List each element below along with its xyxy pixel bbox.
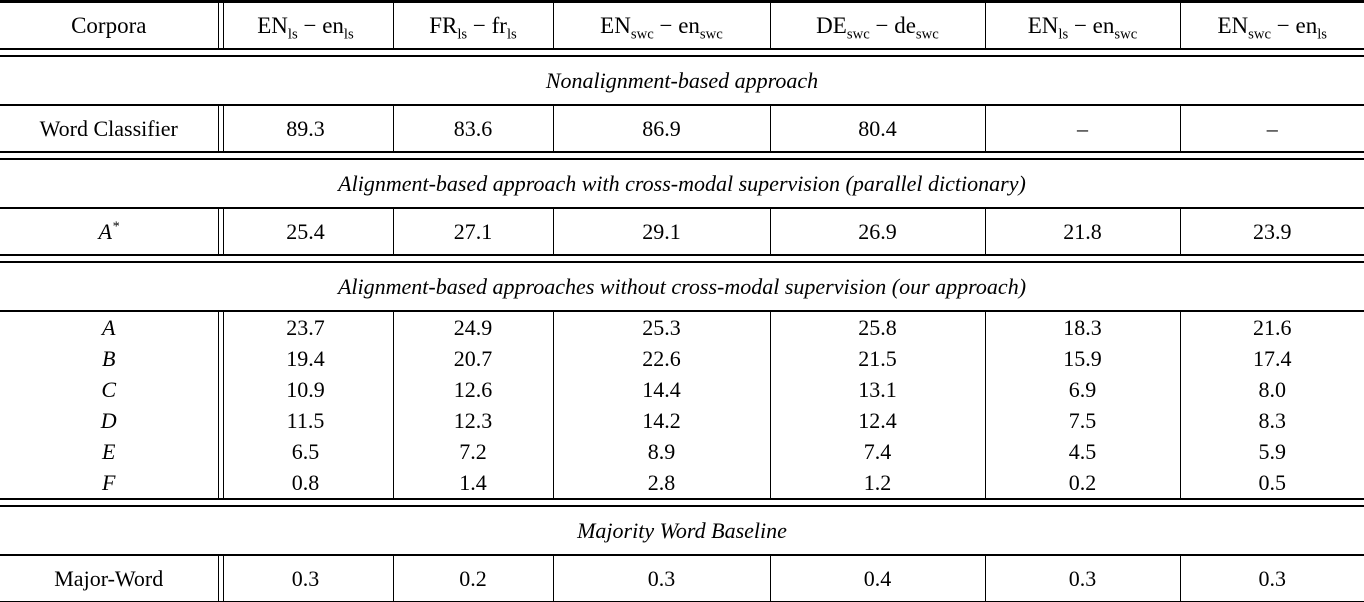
value-cell: 8.9 xyxy=(552,436,770,467)
section-title: Majority Word Baseline xyxy=(577,517,787,543)
value-cell: 0.4 xyxy=(769,556,985,602)
row-label: E xyxy=(102,438,116,464)
value-cell: 13.1 xyxy=(769,374,985,405)
double-rule-row xyxy=(0,151,1364,160)
table-row: Word Classifier 89.3 83.6 86.9 80.4– – xyxy=(0,106,1364,152)
value-cell: 0.3 xyxy=(1179,556,1364,602)
double-rule-row xyxy=(0,498,1364,507)
value-cell: 4.5 xyxy=(984,436,1180,467)
value-cell: 14.4 xyxy=(552,374,770,405)
value-cell: 86.9 xyxy=(552,106,770,152)
value-cell: 1.4 xyxy=(392,467,553,499)
table-row: C 10.9 12.6 14.4 13.1 6.9 8.0 xyxy=(0,374,1364,405)
double-rule xyxy=(0,48,1364,57)
pair-column-header: ENls − enls xyxy=(217,1,393,49)
row-label: Word Classifier xyxy=(39,115,178,141)
value-cell: 89.3 xyxy=(217,106,393,152)
value-cell: 0.5 xyxy=(1179,467,1364,499)
section-header-row: Nonalignment-based approach xyxy=(0,56,1364,105)
table-row: E 6.5 7.2 8.9 7.4 4.5 5.9 xyxy=(0,436,1364,467)
table-row: B 19.4 20.7 22.6 21.5 15.9 17.4 xyxy=(0,343,1364,374)
double-rule-row xyxy=(0,48,1364,57)
value-cell: 19.4 xyxy=(217,343,393,374)
value-cell: 17.4 xyxy=(1179,343,1364,374)
value-cell: 7.4 xyxy=(769,436,985,467)
value-cell: 10.9 xyxy=(217,374,393,405)
section-title: Nonalignment-based approach xyxy=(545,67,819,93)
value-cell: – xyxy=(984,106,1180,152)
pair-column-header: FRls − frls xyxy=(392,1,553,49)
value-cell: 20.7 xyxy=(392,343,553,374)
value-cell: 14.2 xyxy=(552,405,770,436)
double-rule xyxy=(0,498,1364,507)
value-cell: 15.9 xyxy=(984,343,1180,374)
section-title: Alignment-based approach with cross-moda… xyxy=(338,170,1026,196)
value-cell: 18.3 xyxy=(984,312,1180,343)
value-cell: 0.3 xyxy=(552,556,770,602)
value-cell: 6.5 xyxy=(217,436,393,467)
row-label: Major-Word xyxy=(54,565,164,591)
section-header-row: Majority Word Baseline xyxy=(0,506,1364,555)
pair-column-header: ENls − enswc xyxy=(984,1,1180,49)
value-cell: 0.2 xyxy=(984,467,1180,499)
value-cell: 25.8 xyxy=(769,312,985,343)
section-title: Alignment-based approaches without cross… xyxy=(337,273,1027,299)
value-cell: 22.6 xyxy=(552,343,770,374)
value-cell: 21.6 xyxy=(1179,312,1364,343)
value-cell: 26.9 xyxy=(769,209,985,255)
value-cell: 23.9 xyxy=(1179,209,1364,255)
section-header-row: Alignment-based approach with cross-moda… xyxy=(0,159,1364,208)
value-cell: 27.1 xyxy=(392,209,553,255)
value-cell: – xyxy=(1179,106,1364,152)
value-cell: 0.8 xyxy=(217,467,393,499)
value-cell: 24.9 xyxy=(392,312,553,343)
row-label: B xyxy=(102,345,116,371)
table-row: D 11.5 12.3 14.2 12.4 7.5 8.3 xyxy=(0,405,1364,436)
value-cell: 5.9 xyxy=(1179,436,1364,467)
value-cell: 7.5 xyxy=(984,405,1180,436)
table-row: A* 25.4 27.1 29.1 26.9 21.8 23.9 xyxy=(0,209,1364,255)
value-cell: 0.2 xyxy=(392,556,553,602)
value-cell: 8.3 xyxy=(1179,405,1364,436)
double-rule xyxy=(0,254,1364,263)
value-cell: 29.1 xyxy=(552,209,770,255)
value-cell: 21.5 xyxy=(769,343,985,374)
double-rule xyxy=(0,151,1364,160)
row-label: A xyxy=(102,314,116,340)
value-cell: 83.6 xyxy=(392,106,553,152)
value-cell: 8.0 xyxy=(1179,374,1364,405)
pair-column-header: DEswc − deswc xyxy=(769,1,985,49)
table-row: F 0.8 1.4 2.8 1.2 0.2 0.5 xyxy=(0,467,1364,499)
value-cell: 12.3 xyxy=(392,405,553,436)
row-label: C xyxy=(101,376,117,402)
value-cell: 25.4 xyxy=(217,209,393,255)
value-cell: 0.3 xyxy=(217,556,393,602)
value-cell: 1.2 xyxy=(769,467,985,499)
pair-column-header: ENswc − enls xyxy=(1179,1,1364,49)
section-header-row: Alignment-based approaches without cross… xyxy=(0,262,1364,311)
value-cell: 11.5 xyxy=(217,405,393,436)
value-cell: 7.2 xyxy=(392,436,553,467)
row-label: D xyxy=(100,407,117,433)
value-cell: 12.6 xyxy=(392,374,553,405)
double-rule-row xyxy=(0,254,1364,263)
corpora-column-header: Corpora xyxy=(71,12,147,38)
row-label: A* xyxy=(98,218,120,244)
value-cell: 6.9 xyxy=(984,374,1180,405)
value-cell: 12.4 xyxy=(769,405,985,436)
value-cell: 25.3 xyxy=(552,312,770,343)
row-label: F xyxy=(102,469,116,495)
value-cell: 80.4 xyxy=(769,106,985,152)
value-cell: 21.8 xyxy=(984,209,1180,255)
value-cell: 0.3 xyxy=(984,556,1180,602)
table-header-row: Corpora ENls − enls FRls − frls ENswc − ens… xyxy=(0,1,1364,49)
value-cell: 23.7 xyxy=(217,312,393,343)
pair-column-header: ENswc − enswc xyxy=(552,1,770,49)
table-row: Major-Word 0.3 0.2 0.3 0.4 0.3 0.3 xyxy=(0,556,1364,602)
table-row: A 23.7 24.9 25.3 25.8 18.3 21.6 xyxy=(0,312,1364,343)
value-cell: 2.8 xyxy=(552,467,770,499)
